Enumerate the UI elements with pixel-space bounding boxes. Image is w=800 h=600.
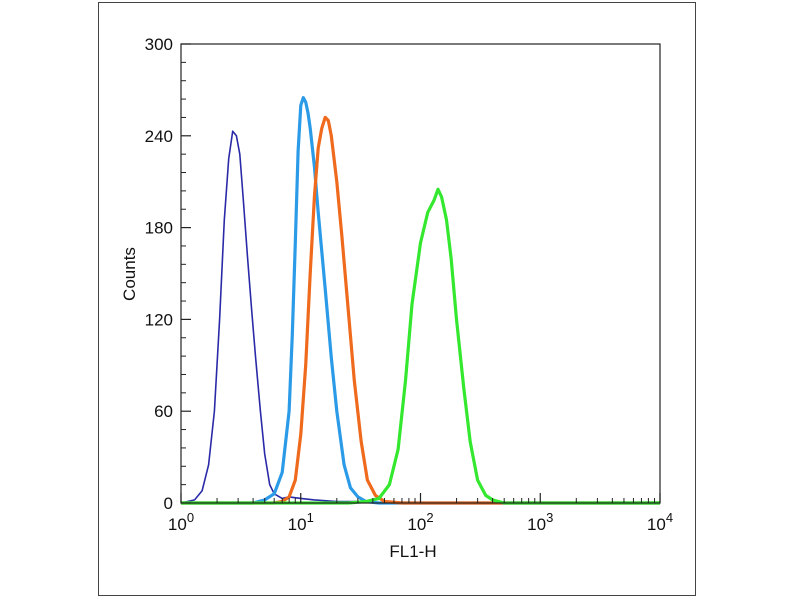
y-tick-label: 240 [145,127,173,146]
y-tick-label: 180 [145,219,173,238]
y-tick-label: 60 [154,402,173,421]
x-tick-label: 101 [288,510,314,534]
x-tick-label: 102 [407,510,433,534]
y-axis-title: Counts [120,247,139,301]
histogram-series-1 [180,130,660,504]
x-tick-label: 100 [168,510,194,534]
histogram-series-3 [181,115,660,505]
histogram-series-4 [181,187,660,505]
y-tick-label: 120 [145,310,173,329]
figure-frame [98,2,696,596]
y-tick-label: 300 [145,35,173,54]
x-axis-title: FL1-H [389,542,436,561]
plot-area [180,43,661,504]
x-tick-label: 104 [647,510,673,534]
x-tick-label: 103 [527,510,553,534]
histogram-series-2 [181,95,660,505]
y-tick-label: 0 [164,494,173,513]
